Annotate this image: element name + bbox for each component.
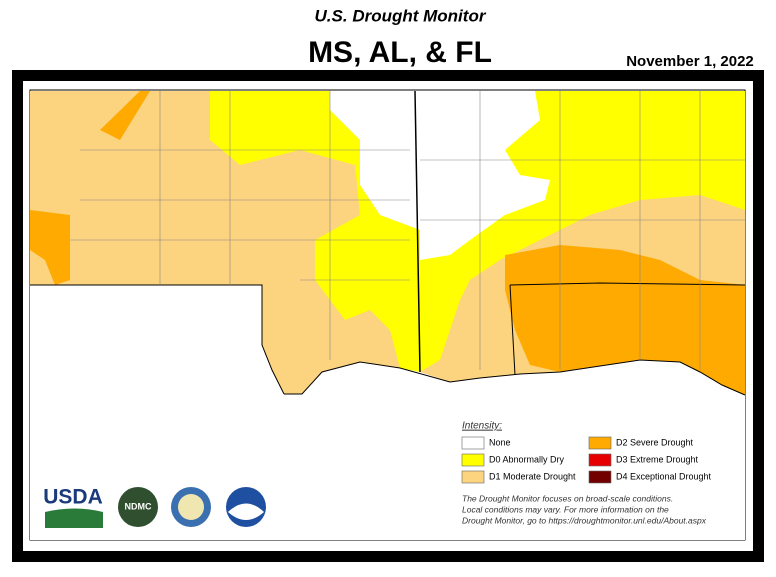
legend-swatch: [461, 453, 485, 467]
logos: USDA NDMC: [43, 486, 266, 528]
subtitle: MS, AL, & FL: [308, 36, 492, 69]
louisiana: [30, 285, 284, 394]
title: U.S. Drought Monitor: [315, 6, 487, 25]
legend-swatch: [588, 453, 612, 467]
d2-ms-west: [30, 210, 70, 285]
d2-ms-nw: [100, 91, 150, 140]
legend: None D0 Abnormally Dry D1 Moderate Drought…: [461, 436, 712, 484]
map: [30, 91, 745, 540]
d0-al-ne: [600, 91, 745, 140]
none-ms: [330, 91, 420, 230]
legend-swatch: [588, 470, 612, 484]
d2-fl: [505, 245, 745, 395]
borders: [30, 90, 746, 396]
noaa-bird: [228, 503, 264, 520]
usda-field: [45, 508, 103, 528]
ndmc-logo: NDMC: [125, 501, 152, 511]
legend-label: D1 Moderate Drought: [489, 471, 576, 481]
note-line: The Drought Monitor focuses on broad-sca…: [462, 493, 673, 503]
legend-label: D0 Abnormally Dry: [489, 454, 565, 464]
note-line: Local conditions may vary. For more info…: [462, 504, 669, 514]
legend-label: D2 Severe Drought: [616, 437, 694, 447]
legend-label: D3 Extreme Drought: [616, 454, 699, 464]
doc-seal-inner: [178, 494, 204, 520]
gulf: [30, 360, 745, 540]
legend-swatch: [588, 436, 612, 450]
legend-label: None: [489, 437, 511, 447]
legend-swatch: [461, 470, 485, 484]
legend-label: D4 Exceptional Drought: [616, 471, 712, 481]
none-al: [420, 91, 550, 260]
ndmc-badge: [118, 487, 158, 527]
legend-title: Intensity:: [462, 421, 502, 432]
note-line: Drought Monitor, go to https://droughtmo…: [462, 515, 707, 525]
usda-logo: USDA: [43, 486, 103, 509]
date: November 1, 2022: [626, 53, 754, 70]
legend-swatch: [461, 436, 485, 450]
note: The Drought Monitor focuses on broad-sca…: [462, 493, 707, 525]
